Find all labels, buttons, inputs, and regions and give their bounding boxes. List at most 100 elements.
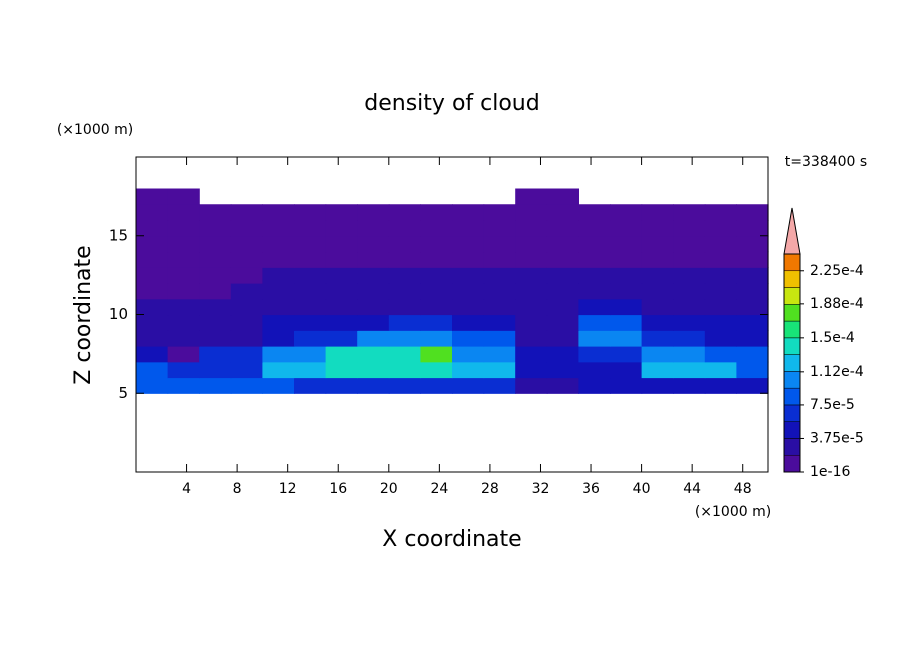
contour-cell	[167, 346, 200, 363]
contour-cell	[546, 267, 579, 284]
contour-cell	[673, 220, 706, 237]
contour-cell	[578, 204, 611, 221]
contour-cell	[420, 361, 453, 379]
contour-cell	[388, 361, 421, 379]
contour-cell	[483, 330, 516, 347]
contour-cell	[452, 235, 485, 253]
contour-cell	[230, 235, 263, 253]
contour-cell	[610, 204, 643, 221]
colorbar-band	[783, 454, 801, 473]
contour-cell	[357, 220, 390, 237]
contour-cell	[704, 251, 737, 268]
contour-cell	[388, 251, 421, 268]
contour-cell	[578, 346, 611, 363]
contour-cell	[230, 330, 263, 347]
contour-cell	[294, 204, 327, 221]
x-unit: (×1000 m)	[695, 504, 771, 520]
colorbar-tick-label: 2.25e-4	[810, 263, 864, 279]
colorbar-tick-label: 1.12e-4	[810, 364, 864, 380]
contour-cell	[262, 220, 295, 237]
x-tick-label: 28	[481, 481, 499, 497]
contour-cell	[610, 346, 643, 363]
contour-cell	[294, 283, 327, 300]
contour-cell	[199, 267, 232, 284]
contour-cell	[483, 377, 516, 394]
contour-cell	[578, 377, 611, 394]
contour-cell	[610, 235, 643, 253]
contour-cell	[610, 314, 643, 331]
contour-cell	[230, 377, 263, 394]
contour-cell	[420, 204, 453, 221]
contour-cell	[736, 235, 769, 253]
x-axis-label: X coordinate	[382, 527, 521, 552]
colorbar-band	[783, 387, 801, 406]
contour-cell	[262, 346, 295, 363]
contour-cell	[736, 220, 769, 237]
contour-cell	[641, 220, 674, 237]
x-tick-label: 40	[633, 481, 651, 497]
contour-cell	[546, 346, 579, 363]
contour-cell	[136, 235, 169, 253]
contour-cell	[578, 361, 611, 379]
time-annotation: t=338400 s	[785, 154, 867, 170]
contour-cell	[610, 267, 643, 284]
contour-cell	[357, 314, 390, 331]
contour-cell	[736, 204, 769, 221]
contour-cell	[736, 377, 769, 394]
contour-cell	[388, 377, 421, 394]
colorbar-band	[783, 438, 801, 456]
y-tick-label: 15	[109, 226, 128, 244]
contour-cell	[704, 235, 737, 253]
colorbar-tick-label: 1e-16	[810, 464, 850, 480]
contour-cell	[357, 346, 390, 363]
contour-cell	[515, 204, 548, 221]
contour-cell	[325, 361, 358, 379]
contour-cell	[325, 346, 358, 363]
contour-cell	[483, 267, 516, 284]
contour-cell	[294, 330, 327, 347]
contour-cell	[736, 283, 769, 300]
colorbar-band	[783, 253, 801, 272]
contour-cell	[199, 204, 232, 221]
contour-cell	[515, 251, 548, 268]
contour-cell	[262, 361, 295, 379]
contour-cell	[641, 330, 674, 347]
contour-cell	[230, 361, 263, 379]
colorbar-band	[783, 371, 801, 389]
contour-cell	[262, 267, 295, 284]
contour-cell	[578, 314, 611, 331]
contour-cell	[641, 235, 674, 253]
contour-cell	[452, 267, 485, 284]
contour-cell	[483, 220, 516, 237]
contour-cell	[546, 204, 579, 221]
y-axis-label: Z coordinate	[71, 245, 96, 384]
contour-cell	[388, 298, 421, 316]
contour-cell	[325, 298, 358, 316]
contour-cell	[515, 314, 548, 331]
contour-cell	[704, 330, 737, 347]
contour-cell	[578, 298, 611, 316]
contour-cell	[199, 220, 232, 237]
contour-cell	[483, 361, 516, 379]
x-tick-label: 48	[734, 481, 752, 497]
contour-cell	[325, 377, 358, 394]
contour-cell	[452, 330, 485, 347]
contour-cell	[736, 267, 769, 284]
contour-cell	[515, 220, 548, 237]
x-tick-label: 8	[233, 481, 242, 497]
contour-cell	[357, 361, 390, 379]
contour-cell	[167, 330, 200, 347]
contour-cell	[515, 235, 548, 253]
x-tick-label: 12	[279, 481, 297, 497]
contour-cell	[736, 346, 769, 363]
colorbar-frame	[783, 253, 801, 473]
contour-cell	[515, 346, 548, 363]
contour-cell	[673, 267, 706, 284]
contour-cell	[357, 251, 390, 268]
contour-cell	[136, 188, 169, 205]
contour-cell	[420, 330, 453, 347]
contour-cell	[136, 204, 169, 221]
colorbar-band	[783, 354, 801, 372]
contour-cell	[578, 267, 611, 284]
contour-cell	[325, 267, 358, 284]
